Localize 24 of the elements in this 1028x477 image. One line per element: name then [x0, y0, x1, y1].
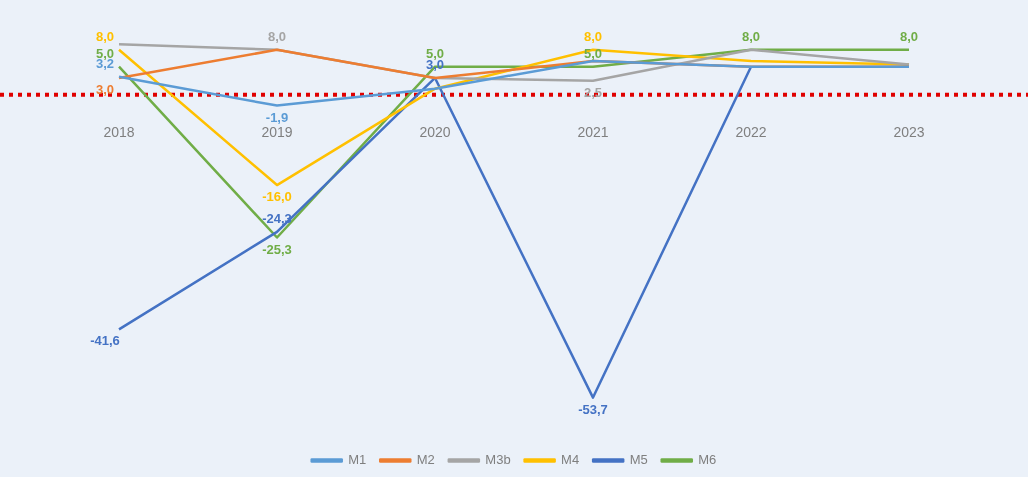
x-tick-label: 2019: [261, 124, 293, 141]
legend-label: M5: [629, 452, 648, 468]
data-label: -1,9: [265, 109, 289, 125]
data-label: 8,0: [267, 28, 287, 44]
data-label: -53,7: [578, 401, 608, 417]
data-label: 8,0: [95, 28, 115, 44]
data-label: -25,3: [262, 241, 292, 257]
legend-label: M4: [561, 452, 580, 468]
data-label: -41,6: [90, 333, 120, 349]
legend-label: M3b: [485, 452, 511, 468]
x-tick-label: 2021: [577, 124, 609, 141]
data-label: 8,0: [583, 28, 603, 44]
data-label: 3,0: [95, 82, 115, 98]
x-tick-label: 2023: [893, 124, 925, 141]
legend-label: M2: [416, 452, 435, 468]
x-tick-label: 2018: [103, 124, 135, 141]
legend-label: M6: [698, 452, 717, 468]
data-label: -16,0: [262, 189, 292, 205]
x-tick-label: 2020: [419, 124, 451, 141]
data-label: 8,0: [899, 28, 919, 44]
data-label: 8,0: [741, 28, 761, 44]
legend-label: M1: [348, 452, 367, 468]
x-tick-label: 2022: [735, 124, 767, 141]
data-label: 2,5: [583, 84, 603, 100]
